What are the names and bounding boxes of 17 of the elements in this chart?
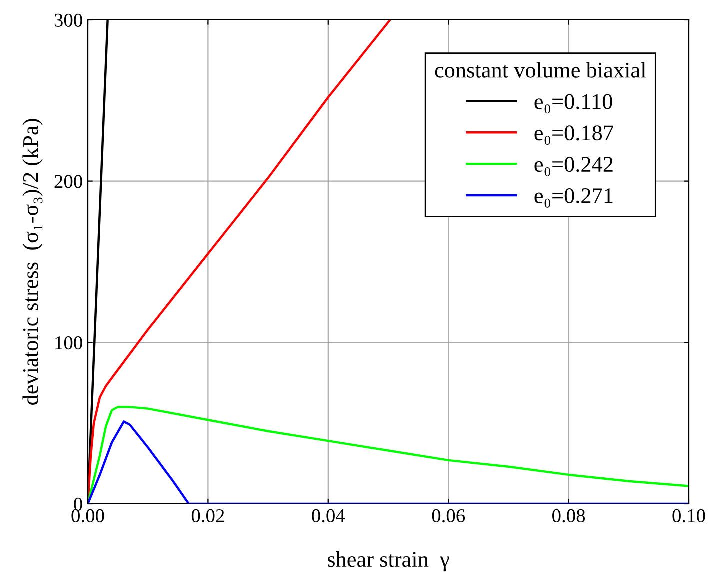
y-tick-label: 200	[54, 175, 82, 188]
x-tick-label: 0.08	[552, 509, 586, 523]
x-tick-label: 0.04	[312, 509, 346, 523]
legend-label: e₀=0.187	[534, 126, 614, 146]
y-tick-label: 0	[74, 498, 82, 511]
legend-label: e₀=0.271	[534, 188, 613, 208]
legend-title: constant volume biaxial	[435, 62, 646, 78]
y-tick-label: 100	[56, 336, 82, 350]
x-axis-title: shear strain γ	[328, 551, 450, 572]
y-axis-title: deviatoric stress (σ₁-σ₃)/2 (kPa)	[22, 119, 43, 405]
legend-label: e₀=0.110	[534, 94, 612, 114]
legend-label: e₀=0.242	[534, 157, 613, 176]
x-tick-label: 0.10	[672, 509, 706, 523]
x-tick-label: 0.00	[72, 509, 104, 523]
x-tick-label: 0.06	[432, 509, 466, 523]
y-tick-label: 300	[54, 14, 82, 27]
x-tick-label: 0.02	[192, 509, 224, 523]
